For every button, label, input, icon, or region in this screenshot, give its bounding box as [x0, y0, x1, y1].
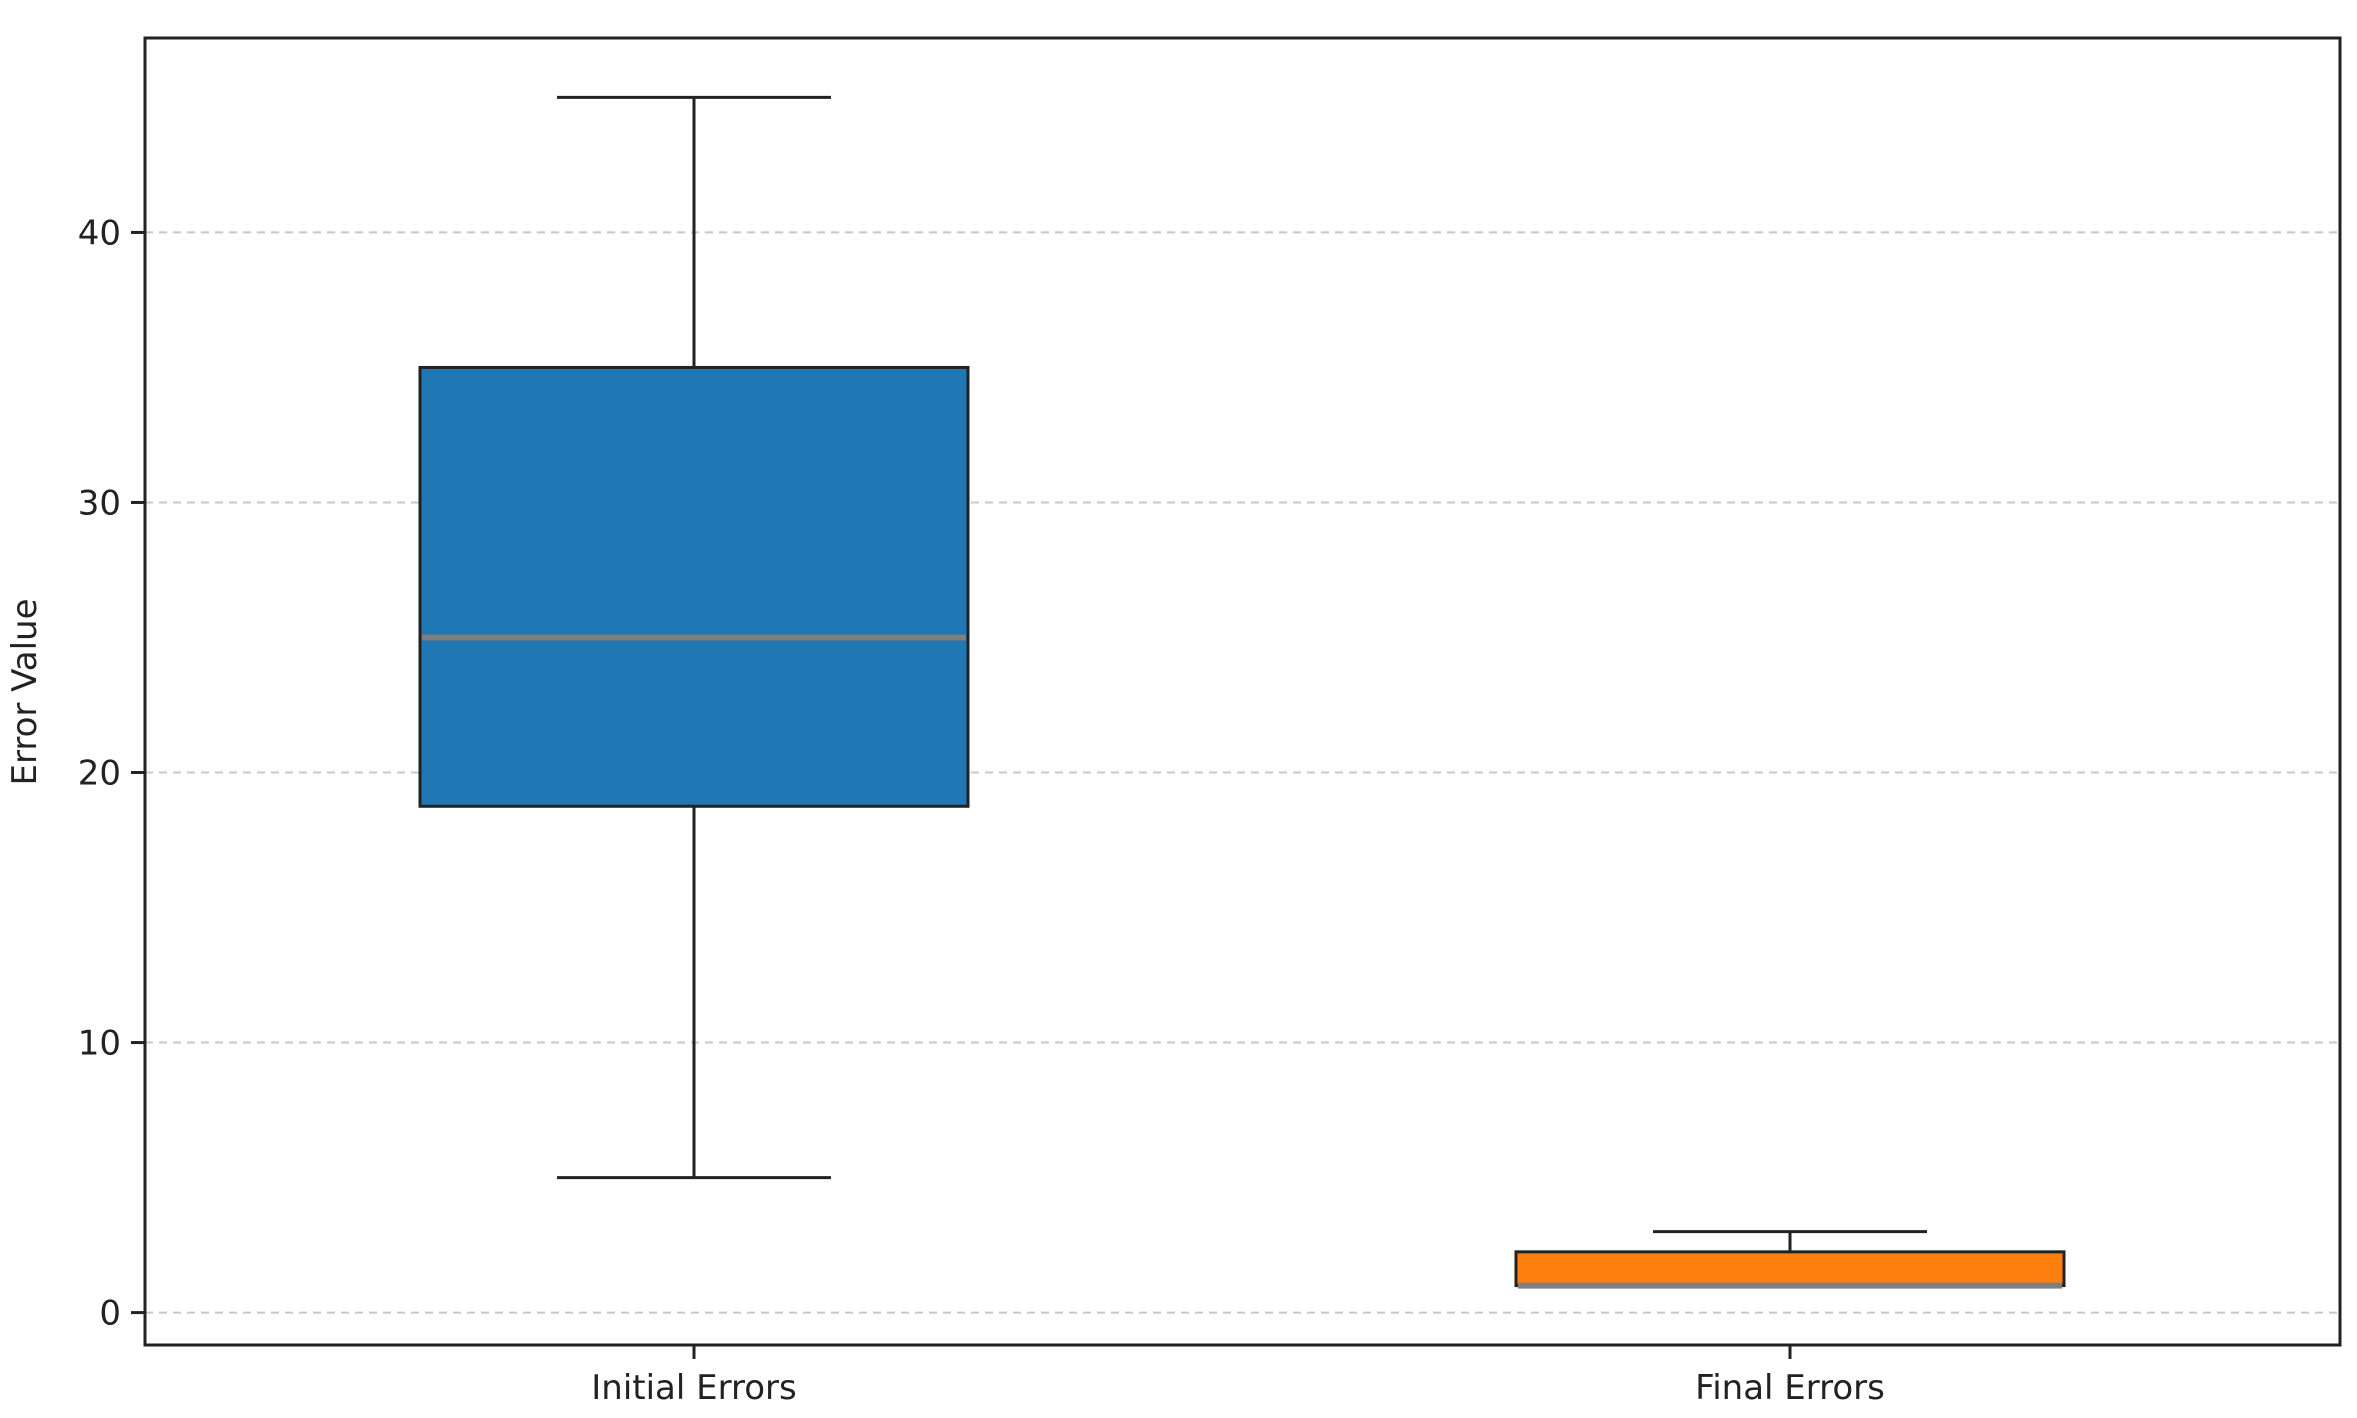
y-tick-label: 30 — [78, 483, 121, 523]
tick-layer: 0 10 20 30 40 Initial Errors Final Errors — [78, 213, 1885, 1408]
axes-frame — [143, 36, 2342, 1347]
y-tick-label: 40 — [78, 213, 121, 253]
x-tick-label: Final Errors — [1695, 1368, 1885, 1408]
y-axis-label: Error Value — [5, 598, 45, 785]
box-initial-errors — [418, 365, 970, 808]
box-layer — [418, 95, 2066, 1289]
y-tick-label: 0 — [99, 1294, 121, 1334]
y-tick-label: 20 — [78, 754, 121, 794]
x-tick-label: Initial Errors — [591, 1368, 796, 1408]
y-tick-label: 10 — [78, 1024, 121, 1064]
box-final-errors — [1514, 1250, 2066, 1288]
